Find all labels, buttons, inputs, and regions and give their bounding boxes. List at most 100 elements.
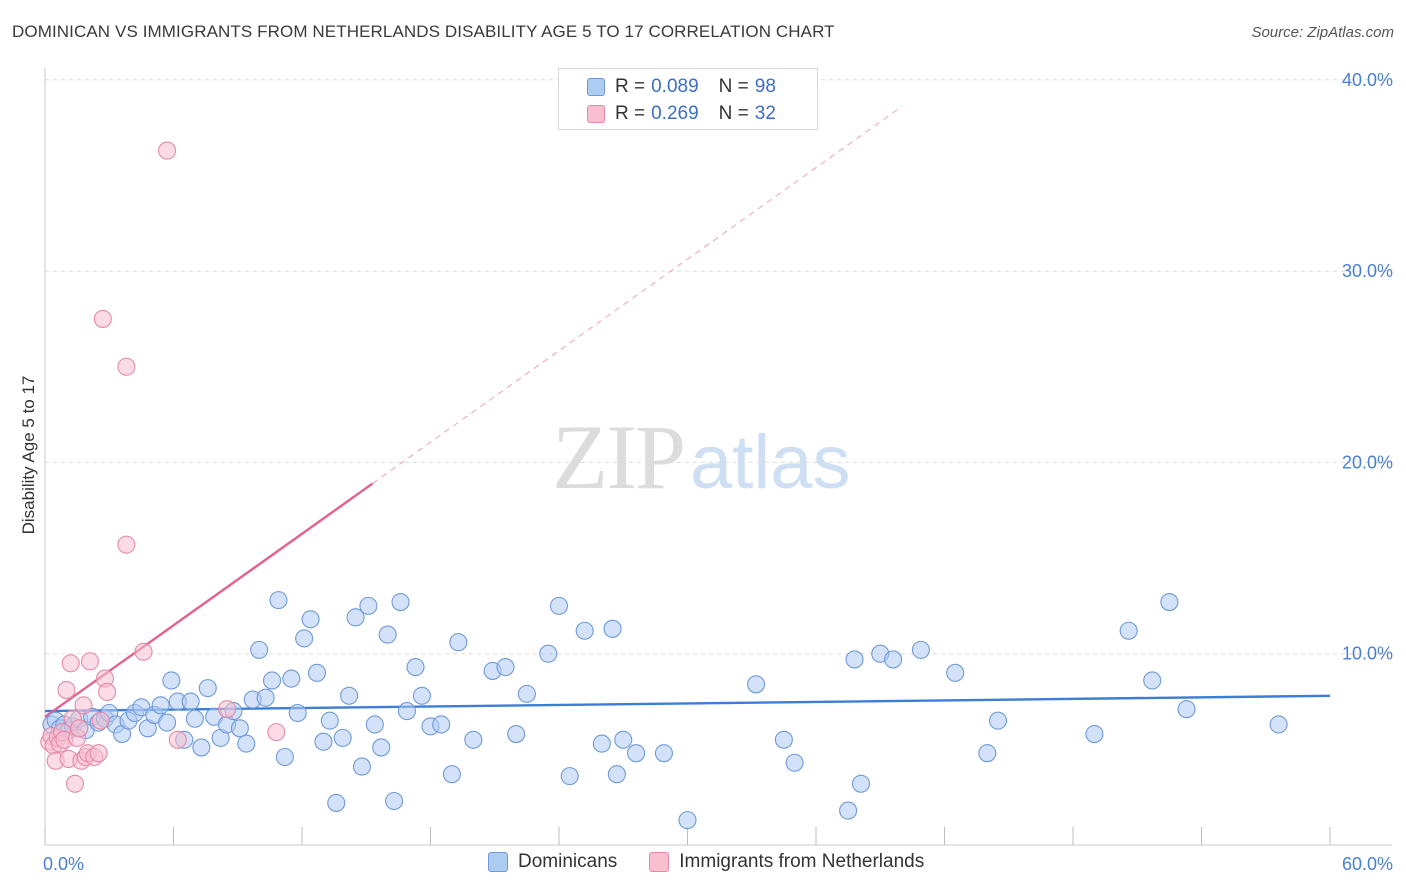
point-dominicans bbox=[282, 669, 301, 688]
point-dominicans bbox=[575, 621, 594, 640]
legend-r-label: R = bbox=[615, 103, 646, 124]
legend-r-value: 0.089 bbox=[651, 76, 699, 97]
point-netherlands bbox=[217, 700, 237, 719]
point-dominicans bbox=[378, 625, 397, 644]
trend-lines bbox=[44, 106, 1331, 718]
point-dominicans bbox=[314, 732, 333, 751]
point-dominicans bbox=[372, 738, 391, 757]
point-netherlands bbox=[70, 719, 89, 738]
point-netherlands bbox=[117, 535, 136, 554]
point-dominicans bbox=[539, 644, 558, 663]
point-dominicans bbox=[774, 730, 793, 749]
point-dominicans bbox=[517, 684, 536, 703]
point-dominicans bbox=[391, 592, 410, 612]
point-dominicans bbox=[185, 709, 204, 728]
point-netherlands bbox=[117, 357, 136, 376]
legend-swatch-pink bbox=[587, 105, 605, 123]
point-netherlands bbox=[61, 654, 80, 673]
series-legend: Dominicans Immigrants from Netherlands bbox=[488, 851, 956, 873]
point-dominicans bbox=[327, 793, 346, 812]
point-dominicans bbox=[269, 591, 288, 610]
trend-line-dominicans bbox=[44, 694, 1331, 713]
legend-r-label: R = bbox=[615, 76, 646, 97]
point-netherlands bbox=[91, 711, 110, 730]
point-dominicans bbox=[346, 608, 365, 627]
point-dominicans bbox=[560, 767, 579, 786]
point-netherlands bbox=[57, 680, 76, 700]
point-dominicans bbox=[507, 724, 526, 744]
legend-row-netherlands: R = 0.269 N = 32 bbox=[587, 102, 776, 126]
y-tick-label: 10.0% bbox=[1342, 644, 1393, 664]
point-dominicans bbox=[385, 791, 404, 811]
legend-swatch-pink bbox=[649, 852, 670, 872]
point-dominicans bbox=[654, 744, 673, 763]
legend-r-value: 0.269 bbox=[651, 103, 699, 124]
point-dominicans bbox=[464, 730, 483, 749]
legend-row-dominicans: R = 0.089 N = 98 bbox=[587, 75, 776, 99]
point-netherlands bbox=[134, 642, 153, 661]
legend-swatch-blue bbox=[488, 852, 508, 872]
source-label: Source: ZipAtlas.com bbox=[1251, 24, 1394, 41]
point-dominicans bbox=[678, 811, 697, 830]
legend-swatch-blue bbox=[587, 78, 605, 96]
point-netherlands bbox=[98, 682, 117, 702]
point-dominicans bbox=[288, 703, 307, 723]
data-points bbox=[40, 141, 1288, 830]
point-dominicans bbox=[432, 715, 451, 734]
legend-n-label: N = bbox=[718, 76, 749, 97]
point-dominicans bbox=[158, 713, 177, 732]
point-dominicans bbox=[1119, 621, 1138, 640]
point-dominicans bbox=[1160, 592, 1179, 612]
point-dominicans bbox=[352, 757, 372, 776]
point-dominicans bbox=[181, 692, 200, 711]
y-axis-title: Disability Age 5 to 17 bbox=[19, 376, 38, 535]
point-dominicans bbox=[1143, 671, 1162, 690]
point-dominicans bbox=[627, 744, 646, 763]
point-netherlands bbox=[65, 774, 85, 793]
point-dominicans bbox=[496, 658, 515, 677]
point-dominicans bbox=[333, 728, 352, 747]
point-dominicans bbox=[449, 633, 468, 652]
point-dominicans bbox=[884, 650, 903, 669]
point-dominicans bbox=[162, 671, 181, 690]
point-dominicans bbox=[845, 650, 864, 669]
point-dominicans bbox=[785, 753, 804, 772]
point-dominicans bbox=[340, 686, 359, 705]
y-tick-label: 40.0% bbox=[1342, 70, 1393, 90]
point-dominicans bbox=[412, 686, 431, 705]
legend-item-netherlands[interactable]: Immigrants from Netherlands bbox=[649, 851, 924, 873]
correlation-legend: R = 0.089 N = 98 R = 0.269 N = 32 bbox=[558, 68, 818, 130]
legend-label-dominicans: Dominicans bbox=[518, 851, 618, 872]
legend-n-value: 32 bbox=[754, 103, 776, 124]
y-tick-label: 20.0% bbox=[1342, 452, 1393, 472]
point-dominicans bbox=[746, 675, 766, 694]
legend-label-netherlands: Immigrants from Netherlands bbox=[679, 851, 925, 872]
point-dominicans bbox=[592, 734, 611, 753]
x-tick-label: 0.0% bbox=[43, 854, 84, 874]
point-dominicans bbox=[295, 629, 314, 648]
point-dominicans bbox=[307, 663, 327, 682]
grid-lines bbox=[45, 79, 1392, 655]
legend-item-dominicans[interactable]: Dominicans bbox=[488, 851, 617, 873]
point-dominicans bbox=[988, 711, 1008, 730]
point-dominicans bbox=[614, 730, 633, 749]
point-dominicans bbox=[301, 610, 320, 629]
point-dominicans bbox=[442, 765, 461, 784]
legend-n-label: N = bbox=[718, 103, 749, 124]
point-dominicans bbox=[851, 774, 871, 793]
point-netherlands bbox=[267, 723, 286, 742]
point-dominicans bbox=[275, 747, 294, 767]
point-netherlands bbox=[168, 730, 187, 749]
point-netherlands bbox=[93, 309, 112, 328]
point-dominicans bbox=[549, 596, 569, 615]
point-dominicans bbox=[237, 734, 256, 753]
point-netherlands bbox=[80, 652, 100, 671]
point-dominicans bbox=[1177, 700, 1196, 719]
point-dominicans bbox=[978, 744, 997, 763]
point-dominicans bbox=[603, 619, 622, 638]
y-tick-label: 30.0% bbox=[1342, 261, 1393, 281]
point-dominicans bbox=[946, 663, 965, 682]
legend-n-value: 98 bbox=[754, 76, 776, 97]
point-dominicans bbox=[250, 640, 269, 659]
point-dominicans bbox=[198, 679, 217, 698]
